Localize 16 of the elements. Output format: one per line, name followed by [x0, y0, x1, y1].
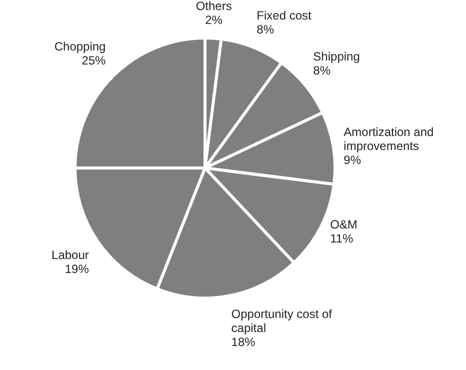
data-label: 25%	[82, 54, 106, 68]
data-label: 9%	[344, 153, 362, 168]
data-label: 2%	[205, 12, 223, 27]
data-label: 8%	[256, 22, 274, 36]
slice-label: Shipping	[313, 50, 360, 64]
slice-label: Fixed cost	[256, 8, 312, 22]
data-label: 8%	[313, 64, 331, 78]
slice-label: Labour	[52, 248, 89, 262]
data-label: 11%	[330, 232, 354, 246]
data-label: 19%	[64, 262, 90, 276]
slice-label: Chopping	[54, 40, 106, 54]
slice-label: Amortization and improvements	[344, 125, 434, 154]
data-label: 18%	[231, 334, 256, 349]
slice-label: O&M	[330, 218, 358, 232]
slice-label: Others	[196, 0, 232, 13]
slice-label: Opportunity cost of capital	[231, 306, 333, 335]
